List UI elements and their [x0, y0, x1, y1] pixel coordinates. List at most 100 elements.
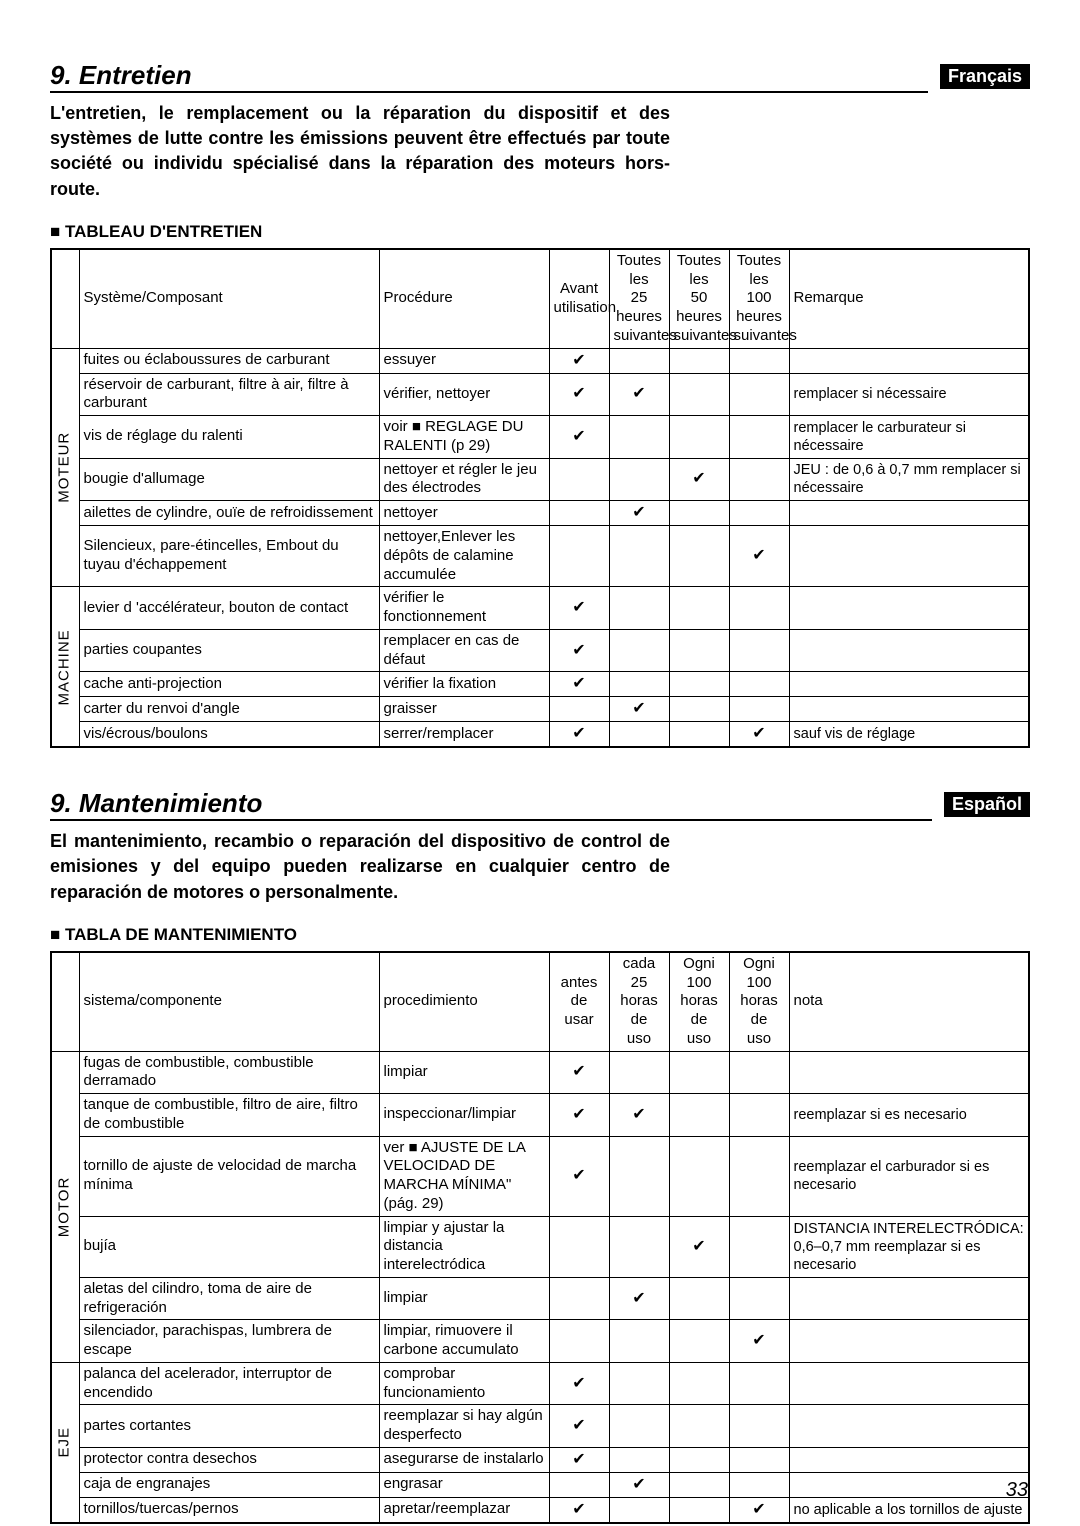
- check-cell: [669, 697, 729, 722]
- procedure-cell: apretar/reemplazar: [379, 1497, 549, 1523]
- system-cell: palanca del acelerador, interruptor de e…: [79, 1362, 379, 1405]
- check-cell: ✔: [549, 1362, 609, 1405]
- check-cell: [729, 373, 789, 416]
- note-cell: [789, 672, 1029, 697]
- system-cell: tornillo de ajuste de velocidad de march…: [79, 1136, 379, 1216]
- check-cell: [729, 1472, 789, 1497]
- check-cell: [609, 672, 669, 697]
- system-cell: silenciador, parachispas, lumbrera de es…: [79, 1320, 379, 1363]
- note-cell: [789, 629, 1029, 672]
- check-cell: [669, 1136, 729, 1216]
- system-cell: bujía: [79, 1216, 379, 1277]
- check-cell: [729, 672, 789, 697]
- check-cell: [549, 1216, 609, 1277]
- check-cell: [669, 1472, 729, 1497]
- check-cell: ✔: [609, 1277, 669, 1320]
- check-cell: [669, 629, 729, 672]
- check-cell: [609, 416, 669, 459]
- note-cell: JEU : de 0,6 à 0,7 mm remplacer si néces…: [789, 458, 1029, 501]
- table-header: Toutesles50heuressuivantes: [669, 249, 729, 348]
- note-cell: [789, 348, 1029, 373]
- check-cell: [609, 348, 669, 373]
- lang-badge-fr: Français: [940, 64, 1030, 89]
- check-cell: [669, 416, 729, 459]
- system-cell: parties coupantes: [79, 629, 379, 672]
- system-cell: bougie d'allumage: [79, 458, 379, 501]
- check-cell: ✔: [609, 373, 669, 416]
- note-cell: reemplazar si es necesario: [789, 1094, 1029, 1137]
- table-header: Système/Composant: [79, 249, 379, 348]
- check-cell: [549, 1472, 609, 1497]
- check-cell: [729, 501, 789, 526]
- note-cell: [789, 1320, 1029, 1363]
- procedure-cell: nettoyer: [379, 501, 549, 526]
- check-cell: ✔: [549, 1497, 609, 1523]
- check-cell: [549, 697, 609, 722]
- system-cell: tanque de combustible, filtro de aire, f…: [79, 1094, 379, 1137]
- check-cell: [609, 1136, 669, 1216]
- check-cell: [609, 1320, 669, 1363]
- check-cell: [669, 501, 729, 526]
- check-cell: [609, 1051, 669, 1094]
- procedure-cell: asegurarse de instalarlo: [379, 1447, 549, 1472]
- check-cell: [729, 587, 789, 630]
- note-cell: [789, 1051, 1029, 1094]
- system-cell: cache anti-projection: [79, 672, 379, 697]
- group-label: MACHINE: [51, 587, 79, 748]
- check-cell: ✔: [729, 526, 789, 587]
- check-cell: [609, 629, 669, 672]
- procedure-cell: ver ■ AJUSTE DE LA VELOCIDAD DE MARCHA M…: [379, 1136, 549, 1216]
- procedure-cell: nettoyer et régler le jeu des électrodes: [379, 458, 549, 501]
- table-header: Toutesles25heuressuivantes: [609, 249, 669, 348]
- check-cell: [669, 526, 729, 587]
- check-cell: [669, 1277, 729, 1320]
- check-cell: ✔: [729, 1497, 789, 1523]
- page-number: 33: [1006, 1479, 1028, 1502]
- system-cell: aletas del cilindro, toma de aire de ref…: [79, 1277, 379, 1320]
- check-cell: [729, 416, 789, 459]
- check-cell: [729, 629, 789, 672]
- table-header: [51, 952, 79, 1051]
- check-cell: ✔: [549, 629, 609, 672]
- system-cell: vis de réglage du ralenti: [79, 416, 379, 459]
- check-cell: [609, 722, 669, 748]
- procedure-cell: comprobar funcionamiento: [379, 1362, 549, 1405]
- procedure-cell: reemplazar si hay algún desperfecto: [379, 1405, 549, 1448]
- procedure-cell: vérifier le fonctionnement: [379, 587, 549, 630]
- procedure-cell: limpiar, rimuovere il carbone accumulato: [379, 1320, 549, 1363]
- check-cell: ✔: [549, 373, 609, 416]
- table-header: Procédure: [379, 249, 549, 348]
- check-cell: [609, 458, 669, 501]
- check-cell: [669, 1051, 729, 1094]
- system-cell: fugas de combustible, combustible derram…: [79, 1051, 379, 1094]
- intro-text-es: El mantenimiento, recambio o reparación …: [50, 829, 670, 905]
- procedure-cell: limpiar: [379, 1051, 549, 1094]
- check-cell: [609, 1405, 669, 1448]
- check-cell: [729, 1362, 789, 1405]
- check-cell: [549, 458, 609, 501]
- check-cell: [669, 1094, 729, 1137]
- check-cell: [609, 1447, 669, 1472]
- check-cell: ✔: [549, 722, 609, 748]
- procedure-cell: vérifier la fixation: [379, 672, 549, 697]
- section-title-es: 9. Mantenimiento: [50, 788, 932, 821]
- system-cell: tornillos/tuercas/pernos: [79, 1497, 379, 1523]
- table-header: cada25horasdeuso: [609, 952, 669, 1051]
- note-cell: no aplicable a los tornillos de ajuste: [789, 1497, 1029, 1523]
- check-cell: [609, 587, 669, 630]
- check-cell: ✔: [609, 1472, 669, 1497]
- system-cell: caja de engranajes: [79, 1472, 379, 1497]
- table-header: Avantutilisation: [549, 249, 609, 348]
- check-cell: ✔: [549, 587, 609, 630]
- note-cell: [789, 1277, 1029, 1320]
- note-cell: [789, 1405, 1029, 1448]
- note-cell: [789, 697, 1029, 722]
- note-cell: sauf vis de réglage: [789, 722, 1029, 748]
- note-cell: remplacer si nécessaire: [789, 373, 1029, 416]
- table-header: Ogni100horasdeuso: [729, 952, 789, 1051]
- note-cell: remplacer le carburateur si nécessaire: [789, 416, 1029, 459]
- check-cell: ✔: [549, 1051, 609, 1094]
- procedure-cell: vérifier, nettoyer: [379, 373, 549, 416]
- check-cell: ✔: [609, 501, 669, 526]
- table-header: procedimiento: [379, 952, 549, 1051]
